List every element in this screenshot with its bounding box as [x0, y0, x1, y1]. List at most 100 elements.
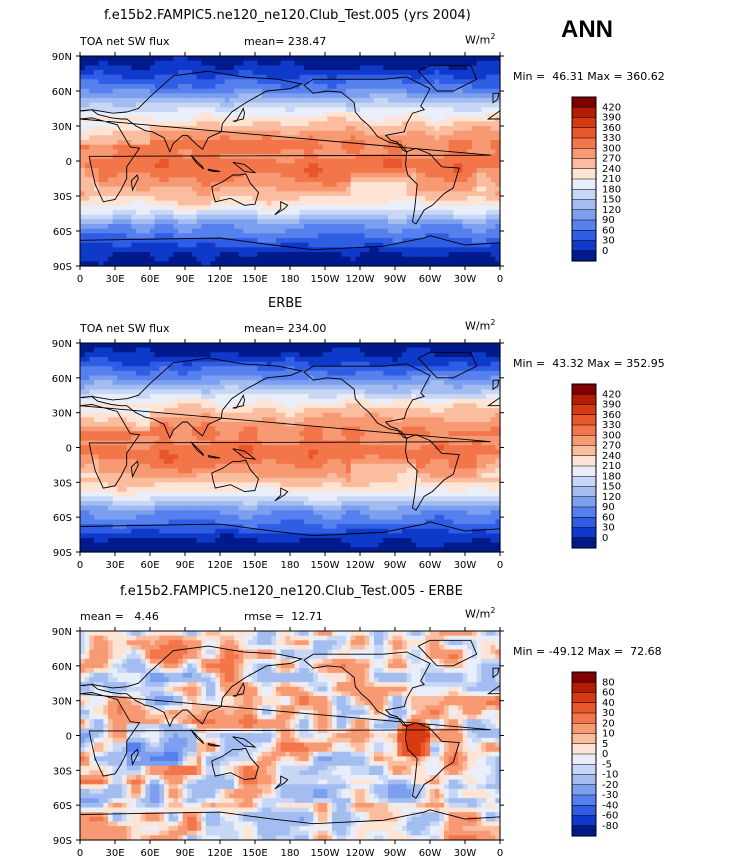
heatmap-cell — [145, 158, 151, 164]
heatmap-cell — [150, 421, 156, 428]
heatmap-cell — [257, 247, 263, 253]
heatmap-cell — [266, 84, 272, 90]
heatmap-cell — [94, 196, 100, 202]
heatmap-cell — [145, 477, 151, 483]
heatmap-cell — [397, 112, 403, 118]
heatmap-cell — [201, 121, 207, 127]
heatmap-cell — [243, 112, 249, 118]
heatmap-cell — [154, 177, 160, 183]
heatmap-cell — [476, 256, 482, 262]
heatmap-cell — [294, 116, 300, 122]
heatmap-cell — [332, 186, 338, 192]
heatmap-cell — [168, 121, 174, 127]
heatmap-cell — [187, 56, 193, 62]
heatmap-cell — [444, 228, 450, 234]
heatmap-cell — [420, 158, 426, 164]
heatmap-cell — [112, 130, 118, 136]
heatmap-cell — [140, 403, 146, 409]
heatmap-cell — [308, 116, 314, 122]
heatmap-cell — [145, 93, 151, 99]
heatmap-cell — [472, 93, 478, 99]
heatmap-cell — [117, 542, 123, 548]
heatmap-cell — [89, 196, 95, 202]
heatmap-cell — [308, 242, 314, 248]
heatmap-cell — [378, 238, 384, 244]
heatmap-cell — [210, 177, 216, 183]
heatmap-cell — [150, 196, 156, 202]
heatmap-cell — [168, 116, 174, 122]
heatmap-cell — [126, 510, 132, 516]
heatmap-cell — [252, 84, 258, 90]
heatmap-cell — [420, 238, 426, 244]
heatmap-cell — [304, 224, 310, 230]
heatmap-cell — [154, 547, 160, 553]
heatmap-cell — [89, 56, 95, 62]
heatmap-cell — [327, 191, 333, 197]
heatmap-cell — [486, 112, 492, 118]
heatmap-cell — [182, 60, 188, 66]
heatmap-cell — [84, 168, 90, 174]
heatmap-cell — [392, 112, 398, 118]
heatmap-cell — [108, 482, 114, 488]
heatmap-cell — [248, 84, 254, 90]
heatmap-cell — [369, 112, 375, 118]
heatmap-cell — [89, 60, 95, 66]
heatmap-cell — [285, 252, 291, 258]
heatmap-cell — [476, 121, 482, 127]
heatmap-cell — [458, 70, 464, 76]
heatmap-cell — [108, 491, 114, 497]
heatmap-cell — [364, 144, 370, 150]
heatmap-cell — [416, 154, 422, 160]
heatmap-cell — [285, 149, 291, 155]
heatmap-cell — [122, 500, 128, 507]
heatmap-cell — [495, 210, 501, 216]
heatmap-cell — [131, 510, 137, 516]
heatmap-cell — [182, 205, 188, 211]
heatmap-cell — [201, 177, 207, 183]
heatmap-cell — [89, 214, 95, 220]
heatmap-cell — [257, 214, 263, 220]
heatmap-cell — [383, 112, 389, 118]
heatmap-cell — [416, 252, 422, 258]
heatmap-cell — [248, 168, 254, 174]
heatmap-cell — [103, 56, 109, 62]
heatmap-cell — [182, 196, 188, 202]
heatmap-cell — [374, 224, 380, 230]
heatmap-cell — [276, 135, 282, 141]
heatmap-cell — [238, 56, 244, 62]
heatmap-cell — [126, 233, 132, 239]
heatmap-cell — [350, 252, 356, 258]
heatmap-cell — [80, 261, 86, 267]
heatmap-cell — [145, 177, 151, 183]
heatmap-cell — [271, 154, 277, 160]
heatmap-cell — [364, 135, 370, 141]
heatmap-cell — [411, 102, 417, 108]
heatmap-cell — [271, 210, 277, 216]
heatmap-cell — [215, 200, 221, 206]
heatmap-cell — [444, 135, 450, 141]
heatmap-cell — [360, 177, 366, 183]
heatmap-cell — [439, 144, 445, 150]
heatmap-cell — [108, 473, 114, 479]
heatmap-cell — [481, 149, 487, 155]
heatmap-cell — [159, 56, 165, 62]
heatmap-cell — [220, 219, 226, 225]
heatmap-cell — [201, 256, 207, 262]
heatmap-cell — [192, 144, 198, 150]
heatmap-cell — [145, 412, 151, 418]
heatmap-cell — [168, 210, 174, 216]
heatmap-cell — [206, 56, 212, 62]
heatmap-cell — [192, 60, 198, 66]
heatmap-cell — [201, 112, 207, 118]
heatmap-cell — [332, 60, 338, 66]
heatmap-cell — [98, 477, 104, 483]
heatmap-cell — [154, 435, 160, 442]
heatmap-cell — [290, 261, 296, 267]
heatmap-cell — [476, 182, 482, 188]
heatmap-cell — [472, 149, 478, 155]
heatmap-cell — [472, 144, 478, 150]
heatmap-cell — [467, 224, 473, 230]
heatmap-cell — [84, 70, 90, 76]
heatmap-cell — [234, 144, 240, 150]
heatmap-cell — [164, 224, 170, 230]
